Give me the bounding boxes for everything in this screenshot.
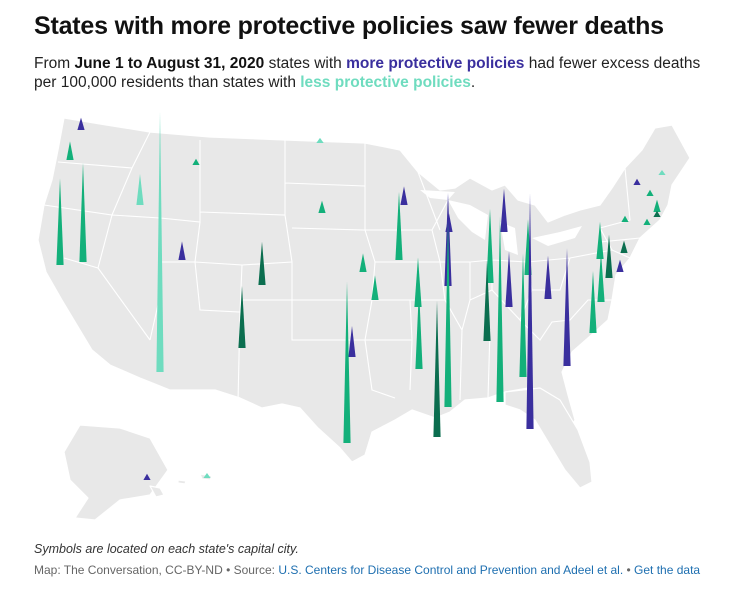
page-title: States with more protective policies saw…: [34, 12, 664, 40]
capital-note: Symbols are located on each state's capi…: [34, 542, 299, 556]
subtitle-mid: states with: [264, 55, 347, 72]
spike-ms: [444, 221, 452, 407]
spike-id: [136, 174, 144, 205]
spike-ny: [621, 215, 629, 222]
spike-az: [156, 111, 164, 372]
spike-mn: [400, 186, 408, 205]
spike-nd: [316, 138, 324, 143]
subtitle-dates: June 1 to August 31, 2020: [74, 55, 265, 72]
spike-ct: [643, 218, 651, 225]
spike-tx: [343, 281, 351, 443]
spike-or: [66, 141, 74, 160]
get-the-data-link[interactable]: Get the data: [634, 563, 701, 577]
spike-wa: [77, 117, 85, 130]
spike-ne: [359, 253, 367, 272]
subtitle-mid2: had fewer excess deaths per 100,000 resi…: [34, 55, 701, 91]
spike-ri: [653, 210, 661, 217]
spike-sc: [563, 248, 571, 366]
subtitle: From June 1 to August 31, 2020 states wi…: [34, 54, 714, 92]
subtitle-prefix: From: [34, 55, 75, 72]
source-link[interactable]: U.S. Centers for Disease Control and Pre…: [278, 563, 624, 577]
spike-co: [258, 241, 266, 285]
us-land: [37, 117, 691, 521]
spike-vt: [633, 178, 641, 185]
spike-md: [605, 234, 613, 278]
credit-prefix: Map: The Conversation, CC-BY-ND • Source…: [34, 563, 279, 577]
spike-ga: [519, 253, 527, 377]
spike-nc: [589, 271, 597, 333]
spike-wv: [544, 255, 552, 299]
spike-ma: [653, 199, 661, 212]
great-lakes: [420, 190, 582, 255]
spike-nh: [646, 189, 654, 196]
spike-hi: [143, 473, 151, 480]
spike-nm: [238, 286, 246, 348]
spike-va: [597, 252, 605, 302]
spike-de: [616, 259, 624, 272]
spike-ia: [395, 191, 403, 260]
source-line: Map: The Conversation, CC-BY-ND • Source…: [34, 563, 700, 577]
less-protective-label: less protective policies: [300, 74, 471, 91]
spike-mo: [414, 257, 422, 307]
more-protective-label: more protective policies: [346, 55, 525, 72]
source-separator: •: [623, 563, 635, 577]
spike-pa: [596, 221, 604, 259]
florida-shape: [504, 387, 593, 489]
spike-ak: [203, 473, 211, 478]
spike-al: [496, 216, 504, 402]
spike-sd: [318, 200, 326, 213]
spike-me: [658, 170, 666, 175]
spike-nv: [79, 162, 87, 262]
spike-ky: [505, 251, 513, 307]
spike-fl: [526, 193, 534, 429]
spike-nj: [620, 240, 628, 253]
spike-ok: [348, 326, 356, 357]
us-spike-map: [37, 111, 691, 521]
contiguous-us-shape: [37, 117, 691, 463]
spikes-layer: [56, 111, 666, 480]
spike-ut: [178, 241, 186, 260]
spike-ca: [56, 178, 64, 265]
subtitle-end: .: [470, 74, 476, 91]
spike-ar: [415, 288, 423, 369]
spike-la: [433, 300, 441, 437]
spike-in: [486, 208, 494, 283]
alaska-shape: [63, 424, 169, 521]
spike-tn: [483, 260, 491, 341]
spike-mt: [192, 158, 200, 165]
spike-mi: [500, 188, 508, 232]
spike-ks: [371, 275, 379, 300]
